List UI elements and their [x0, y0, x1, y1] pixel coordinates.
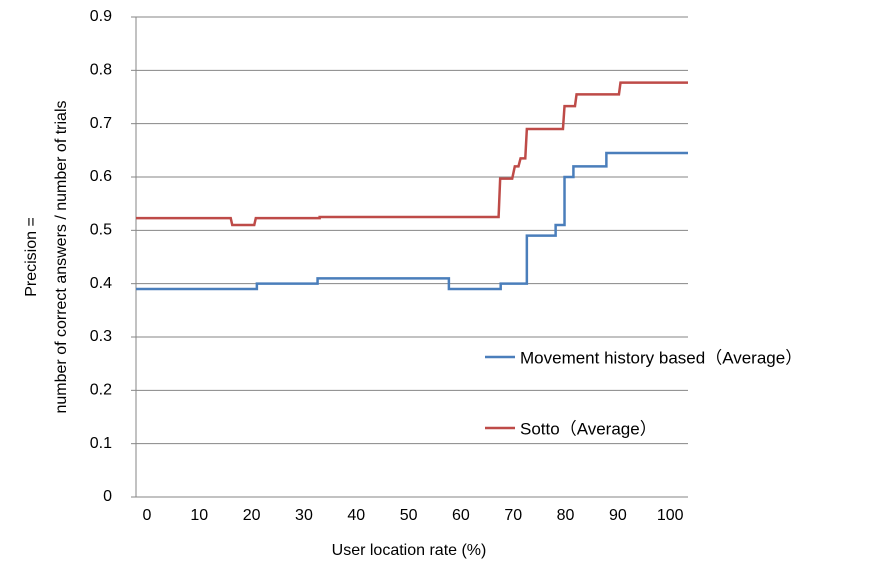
series-line	[136, 81, 688, 227]
y-tick-label: 0.1	[90, 435, 112, 452]
y-tick-label: 0.8	[90, 62, 112, 79]
y-axis-label: number of correct answers / number of tr…	[53, 100, 70, 413]
x-tick-label: 0	[143, 507, 152, 524]
y-tick-label: 0.4	[90, 275, 112, 292]
x-axis-label: User location rate (%)	[332, 542, 487, 559]
x-tick-label: 20	[243, 507, 261, 524]
x-tick-label: 90	[609, 507, 627, 524]
y-tick-label: 0	[103, 488, 112, 505]
x-tick-label: 30	[295, 507, 313, 524]
x-tick-label: 60	[452, 507, 470, 524]
y-tick-label: 0.5	[90, 222, 112, 239]
x-tick-label: 100	[657, 507, 684, 524]
x-tick-label: 80	[557, 507, 575, 524]
x-tick-label: 40	[347, 507, 365, 524]
y-axis-label: Precision =	[23, 217, 40, 297]
series-line	[136, 151, 688, 291]
x-tick-label: 10	[190, 507, 208, 524]
y-tick-label: 0.6	[90, 168, 112, 185]
y-tick-label: 0.9	[90, 8, 112, 25]
legend-label: Movement history based（Average）	[520, 348, 802, 367]
y-tick-label: 0.2	[90, 382, 112, 399]
x-tick-label: 50	[400, 507, 418, 524]
x-tick-label: 70	[504, 507, 522, 524]
y-tick-label: 0.3	[90, 328, 112, 345]
legend-label: Sotto（Average）	[520, 419, 657, 438]
y-tick-label: 0.7	[90, 115, 112, 132]
